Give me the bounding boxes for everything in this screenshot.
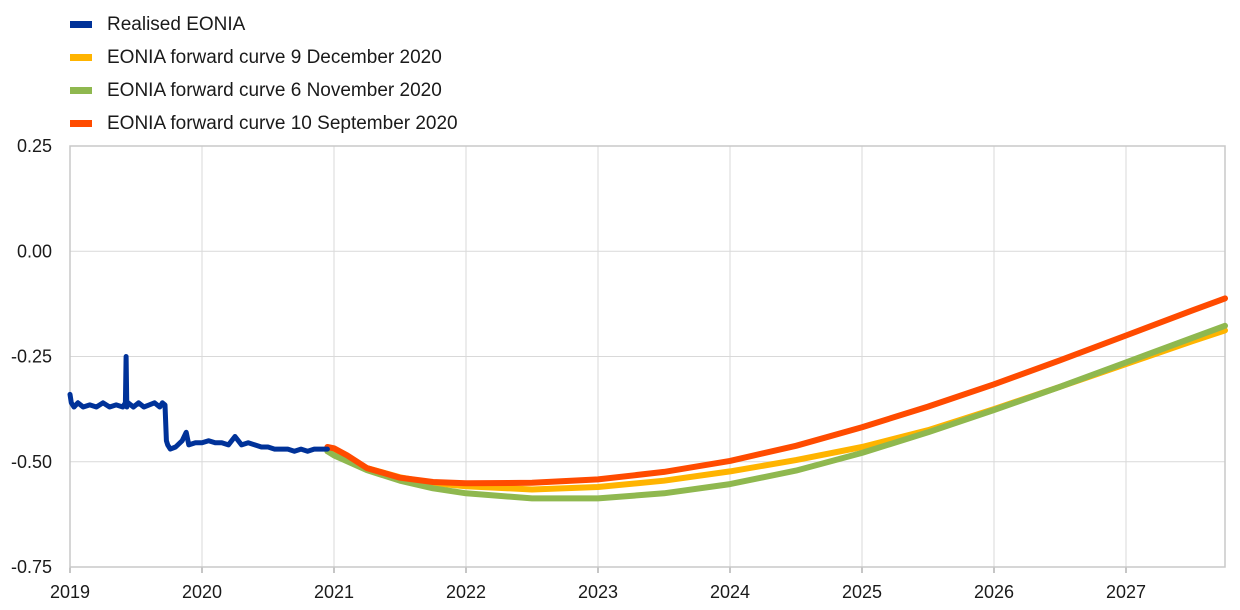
axes: [69, 145, 1226, 573]
x-tick-label: 2020: [182, 582, 222, 602]
grid-lines: [69, 145, 1225, 568]
y-tick-label: -0.25: [11, 347, 52, 367]
x-tick-labels: 2019 2020 2021 2022 2023 2024 2025 2026 2027: [50, 582, 1146, 602]
legend-label: Realised EONIA: [107, 13, 246, 35]
x-tick-label: 2021: [314, 582, 354, 602]
y-tick-label: -0.75: [11, 557, 52, 577]
legend-item-forward-6-nov: EONIA forward curve 6 November 2020: [70, 74, 458, 107]
plot-frame: [69, 145, 1226, 568]
x-tick-label: 2023: [578, 582, 618, 602]
x-tick-label: 2027: [1106, 582, 1146, 602]
x-tick-label: 2024: [710, 582, 750, 602]
series-line-eonia-forward-curve-9-december-2020: [324, 327, 1228, 493]
y-tick-label: 0.25: [17, 136, 52, 156]
y-tick-label: -0.50: [11, 452, 52, 472]
legend-label: EONIA forward curve 9 December 2020: [107, 46, 442, 68]
legend-swatch: [70, 87, 92, 94]
legend-swatch: [70, 120, 92, 127]
y-tick-labels: 0.25 0.00 -0.25 -0.50 -0.75: [11, 136, 52, 577]
series-line-eonia-forward-curve-10-september-2020: [324, 295, 1228, 487]
legend-swatch: [70, 54, 92, 61]
x-tick-label: 2019: [50, 582, 90, 602]
legend-item-forward-9-dec: EONIA forward curve 9 December 2020: [70, 41, 458, 74]
x-tick-label: 2026: [974, 582, 1014, 602]
legend: Realised EONIA EONIA forward curve 9 Dec…: [70, 8, 458, 140]
series-line-realised-eonia: [67, 354, 330, 454]
legend-item-forward-10-sep: EONIA forward curve 10 September 2020: [70, 107, 458, 140]
x-tick-label: 2022: [446, 582, 486, 602]
x-tick-label: 2025: [842, 582, 882, 602]
legend-label: EONIA forward curve 10 September 2020: [107, 112, 458, 134]
series-lines: [67, 295, 1228, 502]
legend-swatch: [70, 21, 92, 28]
legend-item-realised-eonia: Realised EONIA: [70, 8, 458, 41]
y-tick-label: 0.00: [17, 241, 52, 261]
legend-label: EONIA forward curve 6 November 2020: [107, 79, 442, 101]
